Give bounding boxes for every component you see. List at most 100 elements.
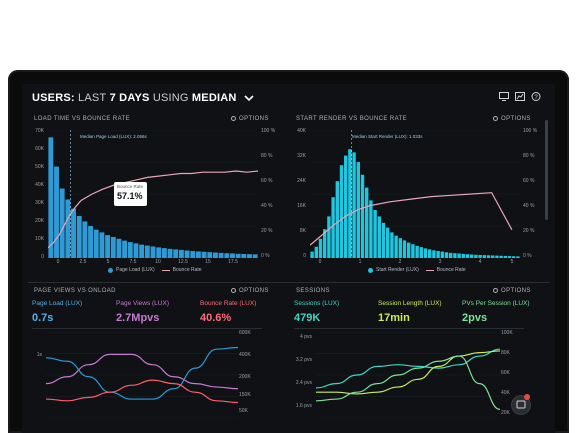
options-button[interactable]: OPTIONS — [231, 116, 269, 122]
options-icon — [493, 116, 498, 121]
bar — [507, 256, 512, 258]
bar — [71, 208, 76, 258]
pageviews-chart[interactable] — [46, 332, 238, 418]
median-label: Median Start Render (LUX): 1.033s — [352, 134, 423, 139]
metric-label-pvs-per-session: PVs Per Session (LUX) — [462, 300, 530, 307]
title-range[interactable]: 7 DAYS — [109, 92, 150, 104]
legend-start-render[interactable]: Start Render (LUX) — [376, 267, 419, 273]
options-icon — [493, 288, 498, 293]
series-line — [46, 346, 238, 400]
metric-label-sessions: Sessions (LUX) — [294, 300, 340, 307]
page-title[interactable]: USERS: LAST 7 DAYS USING MEDIAN — [32, 92, 254, 104]
bar — [503, 255, 507, 258]
y-right-tick: 60 % — [261, 178, 273, 184]
bar — [335, 181, 339, 258]
bar — [344, 155, 348, 258]
y-right-tick: 400K — [239, 352, 251, 358]
notification-badge — [524, 394, 530, 400]
scrollbar[interactable] — [545, 120, 548, 220]
bar — [486, 255, 491, 258]
bar — [127, 242, 133, 258]
bar — [99, 232, 105, 258]
bar — [235, 253, 241, 258]
bar — [360, 174, 365, 258]
metric-label-bounce: Bounce Rate (LUX) — [200, 300, 257, 307]
bar — [88, 226, 94, 258]
options-label: OPTIONS — [501, 288, 531, 294]
bar — [201, 251, 207, 258]
legend-bounce[interactable]: Bounce Rate — [172, 267, 202, 273]
y-right-tick: 40K — [501, 390, 510, 396]
options-button[interactable]: OPTIONS — [493, 288, 531, 294]
y-right-tick: 600K — [239, 330, 251, 336]
monitor-icon[interactable] — [499, 92, 509, 101]
help-icon[interactable]: ? — [531, 92, 541, 101]
sessions-chart[interactable] — [316, 332, 500, 418]
options-button[interactable]: OPTIONS — [231, 288, 269, 294]
bar — [423, 248, 428, 258]
chevron-down-icon[interactable] — [244, 95, 254, 102]
bar — [398, 238, 402, 258]
bar — [432, 250, 436, 258]
chat-button[interactable] — [512, 394, 530, 414]
title-aggregation[interactable]: MEDIAN — [191, 92, 237, 104]
y-tick: 24K — [297, 178, 306, 184]
metric-divider — [32, 328, 262, 329]
bar — [331, 197, 335, 258]
bar — [195, 251, 201, 258]
x-tick: 5 — [510, 259, 514, 265]
legend-page-load[interactable]: Page Load (LUX) — [116, 267, 155, 273]
bar — [76, 215, 82, 258]
bar — [252, 254, 258, 258]
bar — [207, 252, 213, 258]
bar — [369, 200, 373, 258]
median-label: Median Page Load (LUX): 2.056s — [80, 134, 147, 139]
y-right-tick: 20 % — [261, 228, 273, 234]
bounce-rate-line — [48, 170, 258, 249]
x-tick: 4 — [478, 259, 482, 265]
bar — [156, 247, 162, 258]
load-time-chart[interactable] — [48, 130, 258, 258]
tooltip-value: 57.1% — [117, 191, 143, 201]
bar — [178, 249, 184, 258]
bar — [167, 248, 173, 258]
series-line — [316, 348, 500, 389]
series-line — [316, 350, 500, 395]
y-right-tick: 20 % — [523, 228, 535, 234]
svg-text:?: ? — [534, 95, 538, 101]
chart-line-icon[interactable] — [515, 92, 525, 101]
legend-bounce[interactable]: Bounce Rate — [436, 267, 466, 273]
y-right-tick: 0 % — [523, 253, 532, 259]
x-tick: 17.5 — [228, 259, 238, 265]
bar — [478, 254, 482, 258]
y-tick: 3.2 pvs — [295, 357, 312, 363]
bar — [161, 248, 167, 258]
y-tick: 10K — [35, 236, 44, 242]
bar — [230, 253, 235, 258]
metric-value-page-load: 0.7s — [32, 312, 54, 324]
y-tick: 50K — [35, 164, 44, 170]
title-using: USING — [152, 92, 189, 104]
y-tick: 1.6 pvs — [295, 403, 312, 409]
bar — [65, 199, 71, 258]
metric-value-pvs-per-session: 2pvs — [462, 312, 488, 324]
legend-swatch-start-render — [368, 267, 373, 273]
section-divider — [28, 282, 549, 283]
x-tick: 3 — [438, 259, 442, 265]
bar — [390, 232, 394, 258]
bar — [54, 166, 59, 258]
options-button[interactable]: OPTIONS — [493, 116, 531, 122]
start-render-chart[interactable] — [310, 130, 520, 258]
y-right-tick: 40 % — [523, 203, 535, 209]
legend-swatch-page-load — [108, 267, 113, 273]
y-right-tick: 100 % — [523, 128, 538, 134]
bar — [247, 254, 252, 258]
bar — [93, 229, 99, 258]
bar — [373, 210, 377, 258]
bar — [241, 253, 247, 258]
panel-title: PAGE VIEWS VS ONLOAD — [34, 288, 116, 294]
bar — [184, 250, 190, 258]
metric-value-session-length: 17min — [378, 312, 410, 324]
metric-value-bounce: 40.6% — [200, 312, 232, 324]
bar — [173, 249, 179, 258]
